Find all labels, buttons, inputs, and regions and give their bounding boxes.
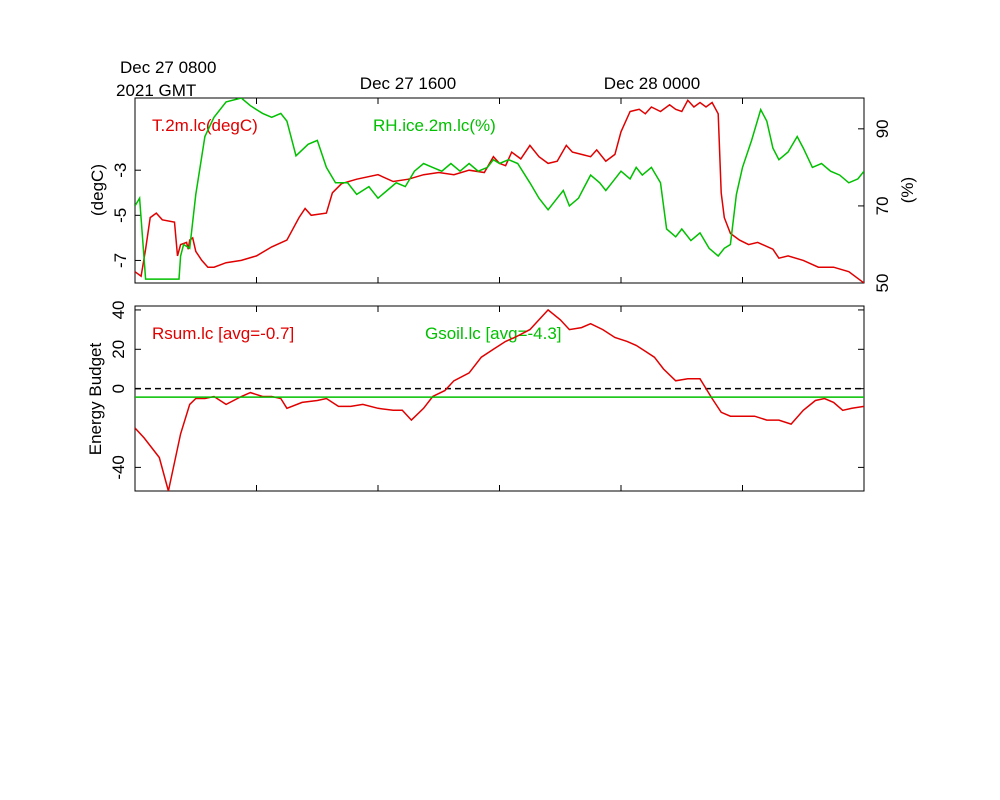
rsum-series-line	[135, 308, 864, 491]
left-axis-label: (degC)	[88, 164, 107, 216]
temperature-series-line	[135, 99, 864, 283]
legend-humidity: RH.ice.2m.lc(%)	[373, 116, 496, 135]
chart-marks: -7 -5 -3 50 70 90 -40 0 20 40	[109, 98, 892, 491]
left-y-tick-label: -5	[111, 208, 130, 223]
time-label-start-line1: Dec 27 0800	[120, 58, 216, 77]
right-y-tick-label: 70	[873, 196, 892, 215]
right-y-tick-label: 50	[873, 274, 892, 293]
energy-y-tick-label: 20	[109, 340, 128, 359]
legend-rsum: Rsum.lc [avg=-0.7]	[152, 324, 294, 343]
energy-y-tick-label: 40	[109, 300, 128, 319]
energy-axis-label: Energy Budget	[86, 342, 105, 455]
humidity-series-line	[135, 98, 864, 280]
time-label-start-line2: 2021 GMT	[116, 81, 196, 100]
time-label-t16: Dec 27 1600	[360, 74, 456, 93]
energy-y-tick-label: 0	[109, 384, 128, 393]
legend-temperature: T.2m.lc(degC)	[152, 116, 258, 135]
energy-y-tick-label: -40	[109, 455, 128, 480]
left-y-tick-label: -3	[111, 163, 130, 178]
right-y-tick-label: 90	[873, 119, 892, 138]
time-label-t24: Dec 28 0000	[604, 74, 700, 93]
legend-gsoil: Gsoil.lc [avg=-4.3]	[425, 324, 562, 343]
left-y-tick-label: -7	[111, 253, 130, 268]
right-axis-label: (%)	[898, 177, 917, 203]
